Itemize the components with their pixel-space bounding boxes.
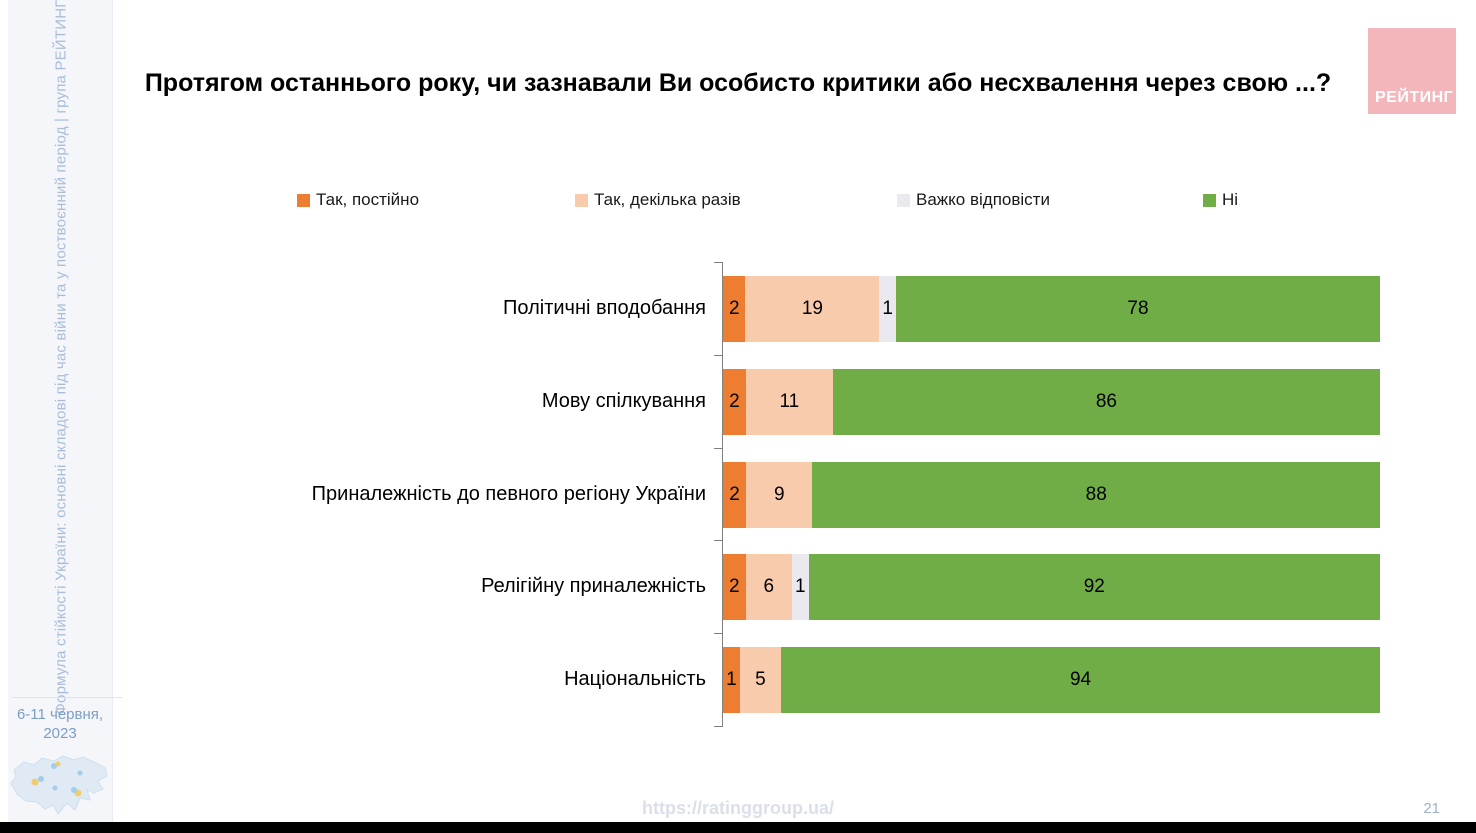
axis-tick	[714, 355, 722, 356]
sidebar-divider	[12, 697, 122, 698]
category-label: Релігійну приналежність	[481, 575, 706, 597]
value-label: 5	[755, 668, 766, 690]
chart-row: Релігійну приналежність 2 6 1 92	[0, 540, 1381, 633]
category-axis-line	[722, 262, 723, 727]
axis-tick	[714, 726, 722, 727]
bar-segment: 94	[781, 646, 1380, 713]
legend-item: Так, постійно	[297, 190, 419, 210]
chart-row: Політичні вподобання 2 19 1 78	[0, 262, 1381, 355]
stacked-bar: 1 5 94	[723, 646, 1380, 713]
value-label: 2	[729, 390, 740, 412]
rating-group-logo: РЕЙТИНГ	[1368, 28, 1456, 114]
legend-swatch-icon	[575, 193, 588, 207]
bar-segment: 86	[832, 368, 1380, 435]
chart-row: Національність 1 5 94	[0, 633, 1380, 726]
legend-label: Важко відповісти	[916, 190, 1050, 209]
value-label: 2	[728, 297, 740, 319]
survey-date: 6-11 червня, 2023	[8, 706, 112, 744]
legend-swatch-icon	[897, 193, 910, 207]
value-label: 88	[1085, 483, 1107, 505]
axis-tick	[714, 540, 722, 541]
axis-tick	[714, 633, 722, 634]
bar-segment: 88	[812, 461, 1380, 528]
chart-row: Приналежність до певного регіону України…	[0, 448, 1380, 541]
bar-segment: 2	[723, 368, 746, 435]
stacked-bar-chart: Політичні вподобання 2 19 1 78 Мову спілкуван…	[0, 262, 1400, 727]
legend-item: Так, декілька разів	[575, 190, 741, 210]
stacked-bar: 2 6 1 92	[723, 553, 1381, 620]
bar-segment: 1	[879, 275, 896, 342]
bar-segment: 5	[739, 646, 782, 713]
bottom-bar	[0, 822, 1476, 833]
survey-date-line2: 2023	[43, 724, 77, 742]
footer-url-link[interactable]: https://ratinggroup.ua/	[642, 798, 834, 818]
value-label: 1	[795, 575, 806, 597]
stacked-bar: 2 9 88	[723, 461, 1380, 528]
stacked-bar: 2 11 86	[723, 368, 1380, 435]
legend-swatch-icon	[1203, 193, 1216, 207]
value-label: 2	[728, 575, 740, 597]
axis-ticks	[714, 262, 723, 728]
value-label: 6	[763, 575, 775, 597]
page-number: 21	[1423, 800, 1440, 817]
bar-segment: 19	[745, 275, 880, 342]
slide-title: Протягом останнього року, чи зазнавали В…	[144, 69, 1332, 97]
bar-segment: 11	[745, 368, 833, 435]
bar-segment: 9	[746, 461, 813, 528]
bar-segment: 2	[723, 461, 746, 528]
value-label: 1	[726, 668, 737, 690]
bar-segment: 2	[723, 553, 746, 620]
legend-label: Так, декілька разів	[594, 190, 741, 209]
value-label: 78	[1127, 297, 1149, 319]
bar-segment: 1	[723, 646, 740, 713]
value-label: 19	[801, 297, 823, 319]
bar-segment: 78	[895, 275, 1381, 342]
category-label: Політичні вподобання	[503, 297, 706, 319]
legend-swatch-icon	[297, 193, 310, 207]
bar-segment: 2	[723, 275, 746, 342]
value-label: 9	[773, 483, 785, 505]
logo-label: РЕЙТИНГ	[1375, 89, 1454, 106]
bar-segment: 92	[808, 553, 1381, 620]
legend-item: Важко відповісти	[897, 190, 1050, 210]
category-label: Національність	[564, 668, 706, 690]
sidebar: Формула стійкості України: основні склад…	[8, 0, 122, 823]
value-label: 2	[729, 483, 740, 505]
bar-segment: 6	[745, 553, 793, 620]
axis-tick	[714, 262, 722, 263]
category-label: Мову спілкування	[541, 390, 706, 412]
value-label: 92	[1083, 575, 1105, 597]
value-label: 94	[1069, 668, 1092, 690]
ukraine-map-icon	[8, 748, 113, 820]
chart-legend: Так, постійно Так, декілька разів Важко ві…	[0, 190, 1476, 214]
category-label: Приналежність до певного регіону України	[311, 483, 706, 505]
legend-label: Ні	[1222, 190, 1239, 209]
value-label: 11	[779, 390, 800, 412]
chart-row: Мову спілкування 2 11 86	[0, 355, 1380, 448]
legend-label: Так, постійно	[316, 190, 420, 209]
bar-segment: 1	[792, 553, 809, 620]
stacked-bar: 2 19 1 78	[723, 275, 1381, 342]
value-label: 1	[882, 297, 893, 319]
axis-tick	[714, 448, 722, 449]
survey-date-line1: 6-11 червня,	[16, 706, 104, 723]
value-label: 86	[1095, 390, 1117, 412]
legend-item: Ні	[1203, 190, 1238, 210]
